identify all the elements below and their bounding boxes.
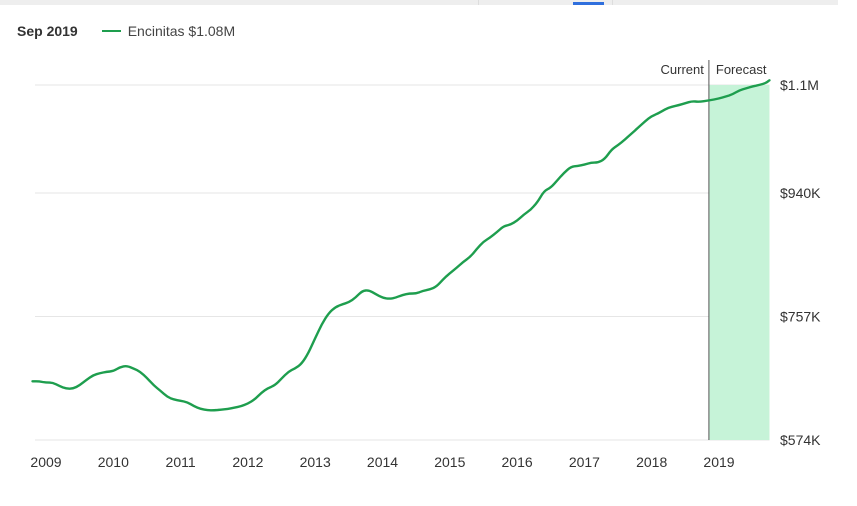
- tab-divider: [478, 0, 479, 5]
- top-tab-strip: [0, 0, 838, 5]
- series-line-encinitas: [31, 79, 771, 412]
- x-tick-label: 2017: [569, 454, 600, 470]
- x-tick-label: 2016: [502, 454, 533, 470]
- y-tick-label: $574K: [780, 432, 821, 448]
- forecast-label: Forecast: [716, 62, 767, 77]
- chart-legend: Sep 2019 Encinitas $1.08M: [17, 22, 235, 40]
- legend-swatch-line: [101, 30, 121, 32]
- active-tab-indicator[interactable]: [573, 2, 604, 5]
- current-forecast-markers: Current Forecast: [661, 60, 767, 440]
- series-layer: [31, 79, 771, 412]
- tab-divider: [612, 0, 613, 5]
- legend-series-label: Encinitas $1.08M: [127, 23, 236, 39]
- x-tick-label: 2018: [636, 454, 667, 470]
- x-tick-label: 2010: [98, 454, 129, 470]
- forecast-band: [708, 85, 770, 440]
- y-tick-label: $940K: [780, 185, 821, 201]
- forecast-band-layer: [708, 85, 770, 440]
- y-tick-label: $757K: [780, 308, 821, 324]
- grid-lines: [35, 84, 770, 441]
- x-tick-label: 2012: [232, 454, 263, 470]
- x-axis-ticks: 2009 2010 2011 2012 2013 2014 2015 2016 2017 2018…: [30, 454, 734, 470]
- x-tick-label: 2009: [30, 454, 61, 470]
- y-tick-label: $1.1M: [780, 77, 819, 93]
- period-label: Sep 2019: [17, 23, 78, 39]
- current-label: Current: [661, 62, 705, 77]
- x-tick-label: 2014: [367, 454, 398, 470]
- x-tick-label: 2015: [434, 454, 465, 470]
- y-axis-ticks: $574K $757K $940K $1.1M: [780, 77, 821, 448]
- x-tick-label: 2013: [300, 454, 331, 470]
- x-tick-label: 2011: [166, 454, 196, 470]
- x-tick-label: 2019: [703, 454, 734, 470]
